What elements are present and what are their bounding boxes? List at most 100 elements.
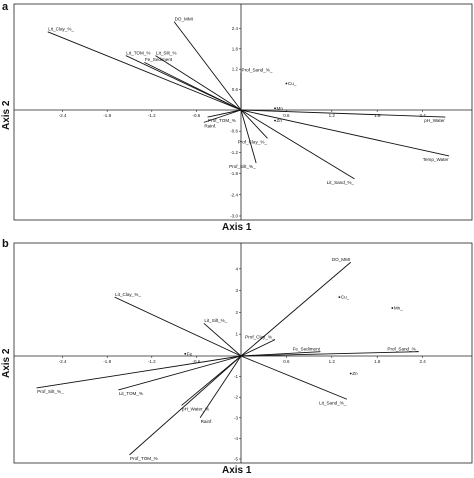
panel-a-y-tick-label: -3.0: [230, 214, 238, 219]
panel-a-x-tick-label: 0.6: [283, 113, 290, 118]
panel-b-y-tick-label: 4: [235, 266, 238, 271]
panel-a-x-tick-label: -2.4: [59, 113, 67, 118]
panel-b-vector-label-prof-sand: Prof_Sand_%_: [387, 346, 418, 351]
panel-b-x-tick-label: -0.6: [193, 359, 201, 364]
panel-b-x-tick-label: 2.4: [419, 359, 426, 364]
panel-b-vector-lit-tom: [118, 355, 242, 391]
panel-a-y-tick-label: 1.2: [232, 67, 239, 72]
panel-a-y-tick-label: -0.6: [230, 129, 238, 134]
panel-b-x-tick-label: -2.4: [59, 359, 67, 364]
panel-b-vector-label-lit-clay: Lit_Clay_%_: [115, 292, 141, 297]
panel-a-letter: a: [2, 1, 9, 13]
panel-a-vector-fe-sediment: [144, 61, 242, 111]
panel-a-x-tick-label: 1.8: [374, 113, 381, 118]
panel-a-vector-ph-water: [240, 109, 446, 118]
panel-a-frame: [13, 3, 473, 221]
panel-a-x-tick-label: 1.2: [329, 113, 336, 118]
panel-b-point-fe: [184, 352, 187, 355]
panel-b-vector-prof-sand: [240, 351, 419, 357]
panel-a-point-label-cu: Cu_: [288, 81, 297, 86]
panel-a-vector-label-lit-tom: Lit_TOM_%: [126, 50, 150, 55]
panel-a-y-tick-label: -1.2: [230, 150, 238, 155]
panel-b-y-tick-label: -2: [234, 395, 238, 400]
panel-a-x-tick-label: -1.2: [148, 113, 156, 118]
panel-a-point-cu: [285, 82, 288, 85]
panel-b-point-label-fe: Fe: [187, 351, 193, 356]
panel-b-vector-label-lit-tom: Lit_TOM_%: [119, 391, 143, 396]
panel-a-vector-label-prof-clay: Prof_Clay_%_: [238, 139, 268, 144]
panel-b-x-tick-label: -1.2: [148, 359, 156, 364]
panel-a-vector-label-prof-tom: Prof_TOM_%: [208, 118, 236, 123]
panel-b-x-tick-label: 0.6: [283, 359, 290, 364]
panel-b-vector-do-mmi: [240, 261, 352, 357]
panel-b-vector-lit-sand: [240, 355, 348, 400]
panel-b-point-label-cu: Cu_: [341, 295, 350, 300]
panel-b-y-tick-label: -3: [234, 415, 238, 420]
panel-b-vector-label-lit-silt: Lit_Silt_%_: [204, 318, 227, 323]
panel-a-point-label-mn: Mn: [277, 106, 284, 111]
panel-b-vector-lit-clay: [114, 296, 242, 357]
panel-b-frame: [13, 242, 473, 464]
panel-b-x-tick-label: 1.8: [374, 359, 381, 364]
panel-a-vector-label-lit-sand: Lit_Sand_%_: [327, 180, 355, 185]
panel-a-y-tick-label: -1.8: [230, 171, 238, 176]
panel-a-vector-label-do-mmi: DO_MMI: [175, 16, 193, 21]
panel-b-xlabel: Axis 1: [222, 465, 252, 476]
panel-a-x-tick-label: -1.8: [103, 113, 111, 118]
panel-a-vector-prof-clay: [240, 109, 268, 139]
panel-b-vector-label-do-mmi: DO_MMI: [332, 257, 350, 262]
panel-a-y-tick-label: 0.6: [232, 87, 239, 92]
panel-a-vector-temp-water: [240, 109, 450, 157]
panel-a-vector-label-lit-clay: Lit_Clay_%_: [48, 27, 74, 32]
panel-a-vector-label-prof-sand: Prof_Sand_%_: [242, 67, 273, 72]
panel-b-point-cu: [338, 296, 341, 299]
panel-b-point-zn: [349, 372, 352, 375]
panel-a-y-tick-label: 2.4: [232, 26, 239, 31]
panel-a-point-mn: [274, 107, 276, 110]
panel-a-x-tick-label: -0.6: [193, 113, 201, 118]
panel-b-vector-label-prof-silt: Prof_Silt_%_: [37, 389, 64, 394]
panel-b-vector-prof-silt: [36, 355, 242, 389]
panel-b-vector-rainf: [199, 355, 242, 419]
panel-b-vector-label-ph-water: pH_Water_%: [182, 406, 209, 411]
panel-a-vector-label-prof-silt: Prof_Silt_%_: [229, 164, 256, 169]
panel-b-y-tick-label: 1: [235, 332, 238, 337]
panel-b-y-tick-label: -1: [234, 374, 238, 379]
panel-b-point-label-zn: Zn: [352, 371, 358, 376]
panel-a-point-label-zn: Zn: [277, 118, 283, 123]
panel-b-letter: b: [2, 238, 9, 250]
panel-b-point-mn: [391, 307, 394, 309]
panel-b-vector-label-rainf: Rainf.: [201, 419, 213, 424]
panel-a-vector-label-fe-sediment: Fe_Sediment: [145, 57, 173, 62]
panel-b-vector-lit-silt: [203, 322, 242, 357]
panel-b-vector-label-fe-sediment: Fe_Sediment: [293, 346, 321, 351]
panel-b-x-tick-label: 1.2: [329, 359, 336, 364]
panel-a-vector-rainf: [203, 109, 242, 123]
panel-a-x-tick-label: 2.4: [419, 113, 426, 118]
panel-a-vector-lit-sand: [240, 109, 355, 180]
panel-a-vector-prof-silt: [240, 109, 257, 164]
panel-a-vector-prof-tom: [207, 109, 242, 118]
panel-a-vector-label-rainf: Rainf.: [204, 123, 216, 128]
panel-b-y-tick-label: 2: [235, 310, 238, 315]
panel-a-y-tick-label: 1.8: [232, 46, 239, 51]
panel-a-xlabel: Axis 1: [222, 222, 252, 233]
panel-b-vector-prof-tom: [129, 355, 242, 456]
panel-b-x-tick-label: -1.8: [103, 359, 111, 364]
panel-b-vector-label-prof-tom: Prof_TOM_%: [130, 456, 158, 461]
panel-a-vector-label-lit-silt: Lit_Silt_%: [156, 50, 176, 55]
panel-b-y-tick-label: 3: [235, 288, 238, 293]
panel-a-vector-lit-clay: [47, 31, 242, 111]
panel-b-vector-label-prof-clay: Prof_Clay_%_: [245, 334, 275, 339]
panel-b-y-tick-label: -5: [234, 457, 238, 462]
panel-a-vector-label-ph-water: pH_Water: [424, 118, 445, 123]
panel-b-vector-prof-clay: [240, 339, 276, 357]
panel-b-point-label-mn: Mn_: [394, 306, 403, 311]
panel-a-vector-do-mmi: [173, 21, 242, 111]
panel-a-point-zn: [274, 119, 276, 122]
panel-b-y-tick-label: -4: [234, 436, 238, 441]
panel-a-y-tick-label: -2.4: [230, 192, 238, 197]
panel-a-vector-label-temp-water: Temp_Water: [423, 157, 449, 162]
panel-b-vector-label-lit-sand: Lit_Sand_%_: [319, 400, 347, 405]
